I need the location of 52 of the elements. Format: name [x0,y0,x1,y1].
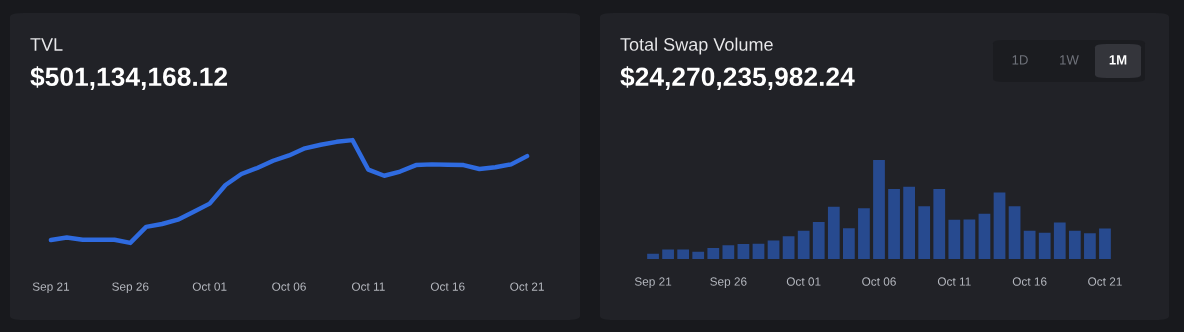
bar [843,228,855,259]
x-tick-label: Sep 21 [634,277,672,289]
bar [797,230,810,259]
bar [918,206,931,259]
chart-title: Total Swap Volume [620,37,773,55]
bar [1023,230,1036,259]
bar [752,243,765,259]
bar [1008,206,1021,259]
bar [692,251,705,259]
bar [722,245,735,259]
chart-subtitle: $24,270,235,982.24 [620,66,855,90]
bar [1099,228,1111,259]
bar [858,208,870,259]
bar [1084,233,1096,259]
bar [933,188,946,259]
bar [827,206,840,259]
bar [677,249,690,259]
bar [1053,222,1066,259]
chart-subtitle: $501,134,168.12 [30,66,228,90]
x-tick-label: Sep 26 [710,277,747,289]
x-tick-label: Sep 26 [112,282,149,294]
bar [782,236,795,259]
x-tick-label: Oct 11 [937,277,971,286]
bar [767,240,780,259]
x-tick-label: Oct 16 [430,282,465,291]
bar [888,188,900,259]
bar [903,186,915,259]
bar [662,249,674,259]
bar [963,219,976,259]
x-tick-label: Oct 21 [1088,277,1122,286]
x-tick-label: Sep 21 [32,282,70,294]
bar [873,160,885,259]
x-tick-label: Oct 11 [351,282,385,291]
chart-title: TVL [30,38,63,51]
bar [948,219,961,259]
x-tick-label: Oct 16 [1012,277,1047,286]
x-tick-label: Oct 01 [786,277,821,286]
x-tick-label: Oct 06 [862,277,896,286]
bar [737,243,750,259]
text: 1M [1109,55,1127,65]
text: 1W [1060,55,1079,65]
x-tick-label: Oct 06 [272,282,306,291]
x-tick-label: Oct 21 [510,282,544,291]
bar [978,213,991,259]
text: 1D [1012,55,1028,65]
bar [1068,230,1081,259]
bar [993,192,1006,259]
bar [812,221,825,259]
x-tick-label: Oct 01 [192,282,227,291]
bar [707,247,720,259]
bar [647,253,659,259]
bar [1038,232,1051,259]
